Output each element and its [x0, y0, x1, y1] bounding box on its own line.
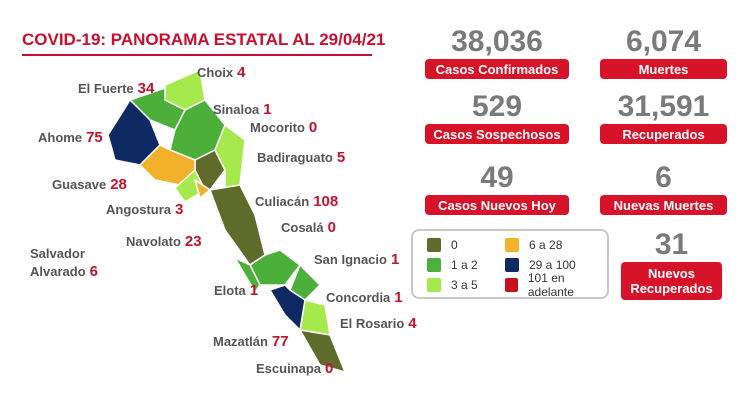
municipality-label: San Ignacio 1: [314, 251, 399, 269]
municipality-value: 0: [327, 219, 336, 236]
municipality-name: Concordia: [326, 290, 391, 305]
municipality-value: 3: [175, 201, 184, 218]
legend-label: 6 a 28: [529, 238, 563, 252]
municipality-name: San Ignacio: [314, 252, 387, 267]
municipality-name: Escuinapa: [256, 361, 322, 376]
stat-label: Casos Nuevos Hoy: [425, 195, 569, 215]
stat-value: 529: [471, 90, 523, 123]
title: COVID-19: PANORAMA ESTATAL AL 29/04/21: [22, 30, 385, 56]
municipality-area: [268, 284, 306, 332]
legend-swatch: [505, 278, 518, 292]
municipality-name: Culiacán: [255, 194, 310, 209]
municipality-label: Sinaloa 1: [213, 101, 272, 119]
stat-label: Casos Confirmados: [425, 59, 569, 79]
stat-label: Muertes: [600, 59, 727, 79]
municipality-value: 108: [313, 193, 339, 210]
municipality-value: 34: [137, 80, 155, 97]
municipality-name: Salvador Alvarado: [30, 246, 86, 279]
municipality-label: Concordia 1: [326, 289, 403, 307]
municipality-label: Culiacán 108: [255, 193, 338, 211]
municipality-area: [233, 256, 261, 294]
municipality-name: Guasave: [52, 177, 107, 192]
legend-label: 101 en adelante: [527, 271, 574, 299]
municipality-area: [193, 178, 212, 200]
municipality-value: 0: [308, 119, 318, 136]
municipality-value: 0: [325, 360, 334, 377]
legend-label: 3 a 5: [451, 278, 478, 292]
stat-label: Nuevos Recuperados: [621, 262, 722, 300]
municipality-value: 75: [86, 129, 103, 146]
municipality-value: 23: [184, 233, 202, 250]
municipality-value: 5: [336, 149, 346, 166]
stat-value: 6: [655, 161, 672, 194]
municipality-value: 6: [89, 263, 98, 280]
municipality-label: Cosalá 0: [281, 219, 336, 237]
municipality-label: Elota 1: [214, 282, 258, 300]
legend-item: 29 a 100: [505, 255, 576, 275]
municipality-name: El Rosario: [340, 316, 405, 331]
legend-item: 6 a 28: [505, 235, 562, 255]
municipality-name: Mazatlán: [213, 334, 268, 349]
municipality-name: El Fuerte: [78, 81, 134, 96]
municipality-label: Ahome 75: [38, 129, 103, 147]
stat-value: 31,591: [617, 90, 710, 123]
legend-item: 101 en adelante: [505, 271, 607, 299]
stat-value: 31: [654, 228, 689, 261]
municipality-name: Ahome: [38, 130, 83, 145]
legend: 0 1 a 2 3 a 5 6 a 28 29 a 100 101 en adelante: [411, 229, 609, 299]
municipality-name: Elota: [214, 283, 246, 298]
municipality-label: El Rosario 4: [340, 315, 417, 333]
municipality-value: 1: [263, 101, 272, 118]
municipality-value: 28: [110, 176, 127, 193]
stat-value: 6,074: [625, 25, 702, 58]
municipality-value: 1: [394, 289, 403, 306]
municipality-label: Choix 4: [197, 64, 245, 82]
municipality-label: Mocorito 0: [250, 119, 317, 137]
stat-value: 49: [480, 161, 514, 194]
municipality-value: 4: [237, 64, 246, 81]
legend-item: 1 a 2: [427, 255, 478, 275]
municipality-name: Choix: [197, 65, 234, 80]
stat-label: Recuperados: [600, 124, 727, 144]
legend-swatch: [427, 258, 441, 272]
municipality-name: Angostura: [106, 202, 171, 217]
legend-swatch: [427, 238, 441, 252]
municipality-label: Badiraguato 5: [257, 149, 345, 167]
municipality-label: Angostura 3: [106, 201, 183, 219]
municipality-label: Escuinapa 0: [256, 360, 333, 378]
municipality-label: Salvador Alvarado 6: [30, 245, 110, 281]
municipality-name: Cosalá: [281, 220, 324, 235]
municipality-value: 4: [408, 315, 417, 332]
municipality-name: Sinaloa: [213, 102, 260, 117]
municipality-name: Navolato: [126, 234, 181, 249]
legend-label: 29 a 100: [529, 258, 576, 272]
stat-label: Casos Sospechosos: [425, 124, 569, 144]
legend-swatch: [427, 278, 441, 292]
stat-label: Nuevas Muertes: [600, 195, 727, 215]
municipality-area: [298, 329, 347, 374]
municipality-label: Navolato 23: [126, 233, 202, 251]
municipality-area: [138, 144, 196, 186]
legend-swatch: [505, 258, 519, 272]
municipality-value: 1: [249, 282, 259, 299]
legend-item: 3 a 5: [427, 275, 478, 295]
municipality-value: 1: [390, 251, 400, 268]
municipality-name: Badiraguato: [257, 150, 333, 165]
municipality-value: 77: [271, 333, 289, 350]
legend-swatch: [505, 238, 519, 252]
municipality-label: Guasave 28: [52, 176, 127, 194]
municipality-label: El Fuerte 34: [78, 80, 154, 98]
municipality-name: Mocorito: [250, 120, 305, 135]
municipality-label: Mazatlán 77: [213, 333, 289, 351]
legend-label: 1 a 2: [451, 258, 478, 272]
legend-label: 0: [451, 238, 458, 252]
legend-item: 0: [427, 235, 458, 255]
stat-value: 38,036: [451, 25, 543, 58]
